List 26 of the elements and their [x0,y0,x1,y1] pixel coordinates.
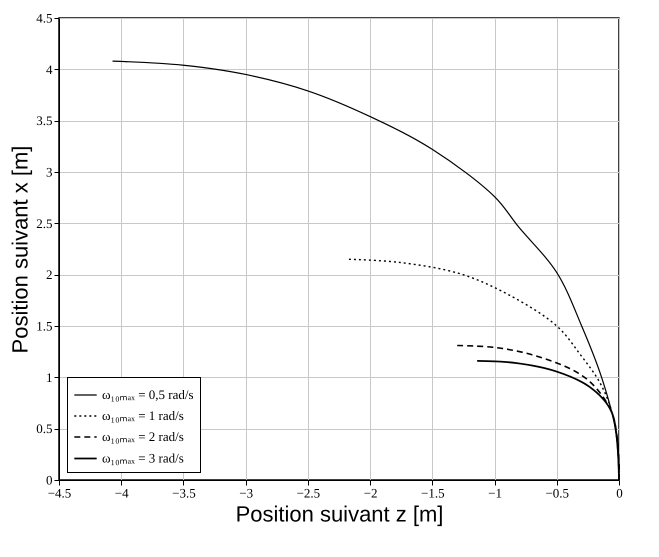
x-tick-label: −3 [239,486,254,500]
x-tick-label: 0 [616,486,623,500]
y-tick-label: 4 [46,62,53,77]
x-axis-title: Position suivant z [m] [236,502,444,526]
legend-label: ω₁₀ₘₐₓ = 0,5 rad/s [102,387,194,402]
y-tick-label: 0.5 [36,421,52,436]
y-tick-label: 2 [46,267,52,282]
y-tick-label: 1 [46,370,52,385]
y-tick-label: 2.5 [36,216,52,231]
y-tick-label: 3.5 [36,113,52,128]
x-tick-label: −0.5 [545,486,570,500]
x-tick-label: −1.5 [421,486,445,500]
y-tick-label: 0 [46,472,52,488]
x-tick-label: −4 [114,486,130,500]
legend-label: ω₁₀ₘₐₓ = 1 rad/s [102,408,184,423]
x-tick-label: −1 [488,486,502,500]
legend-label: ω₁₀ₘₐₓ = 3 rad/s [102,450,184,466]
y-tick-label: 3 [46,164,52,180]
y-tick-label: 4.5 [36,10,52,26]
x-tick-label: −4.5 [48,486,72,500]
x-tick-label: −3.5 [172,486,196,500]
y-axis-title: Position suivant x [m] [7,146,32,354]
legend-label: ω₁₀ₘₐₓ = 2 rad/s [102,429,184,444]
y-tick-label: 1.5 [36,318,52,334]
x-tick-label: −2.5 [296,486,320,500]
x-tick-label: −2 [364,486,378,500]
